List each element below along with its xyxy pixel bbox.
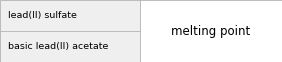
Bar — [0, 0, 140, 62]
Text: basic lead(II) acetate: basic lead(II) acetate — [8, 42, 109, 51]
Text: lead(II) sulfate: lead(II) sulfate — [8, 11, 77, 20]
Bar — [140, 0, 282, 62]
Text: melting point: melting point — [171, 24, 250, 38]
